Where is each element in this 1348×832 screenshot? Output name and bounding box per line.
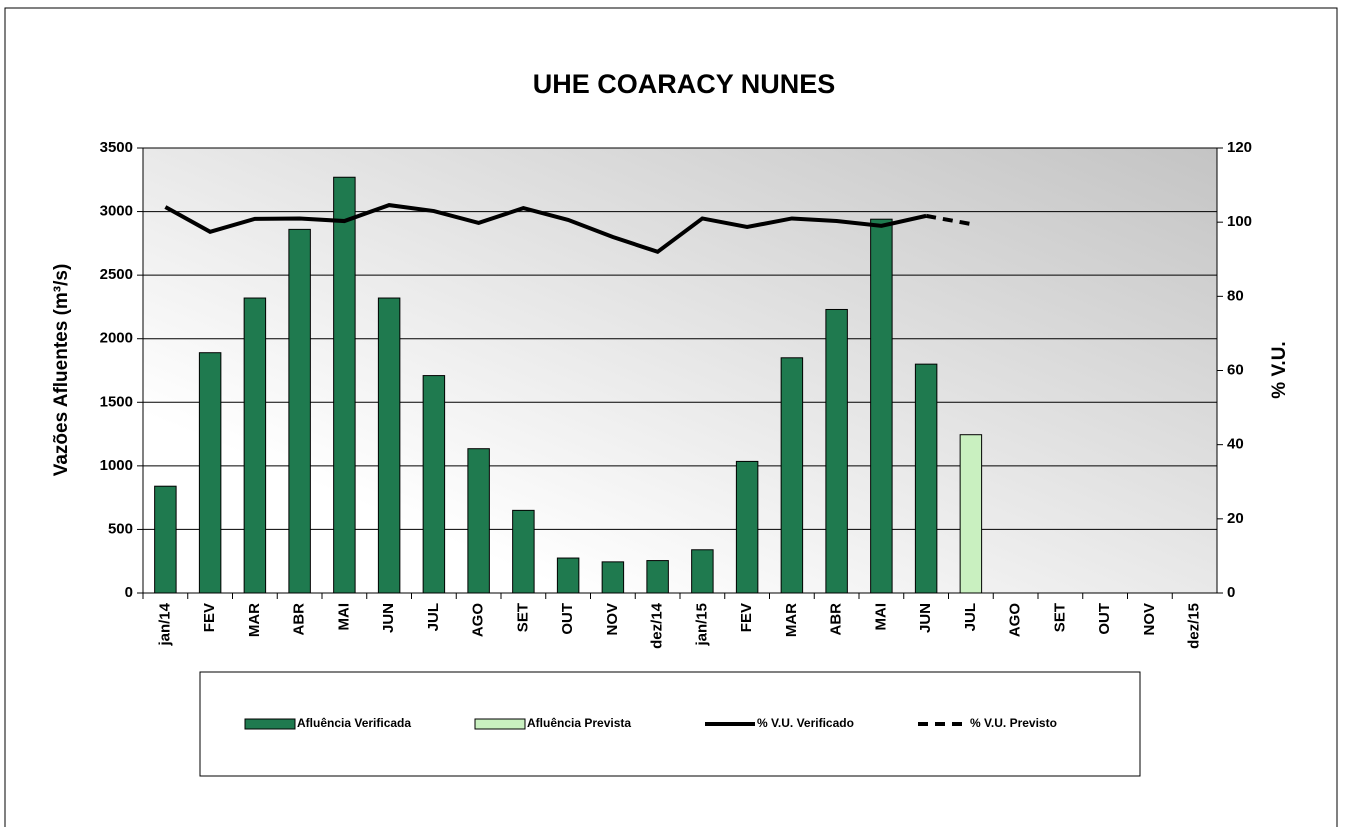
legend-label: Afluência Prevista [527, 716, 631, 730]
bar [825, 308, 848, 594]
y-tick-label: 2000 [100, 330, 133, 347]
x-tick-label: SET [1051, 603, 1068, 632]
bar [959, 434, 983, 594]
x-tick-label: SET [514, 603, 531, 632]
bar [154, 485, 177, 594]
y-axis-label: Vazões Afluentes (m³/s) [51, 264, 72, 477]
x-tick-label: FEV [738, 603, 755, 632]
y2-axis-label: % V.U. [1269, 341, 1290, 398]
x-tick-label: JUL [425, 603, 442, 631]
bar [243, 297, 267, 594]
x-tick-label: OUT [559, 603, 576, 635]
x-tick-label: dez/15 [1186, 603, 1203, 649]
x-tick-label: JUL [962, 603, 979, 631]
line [925, 213, 972, 226]
line [164, 203, 927, 255]
legend-label: Afluência Verificada [297, 716, 411, 730]
legend-label: % V.U. Previsto [970, 716, 1057, 730]
x-tick-label: AGO [1007, 603, 1024, 638]
bar [377, 297, 401, 594]
x-tick-label: FEV [201, 603, 218, 632]
y-tick-label: 500 [108, 520, 133, 537]
bar [691, 549, 714, 594]
bar [467, 448, 490, 594]
bar [735, 460, 759, 594]
bar [646, 560, 669, 594]
y2-tick-label: 80 [1227, 287, 1244, 304]
x-tick-label: MAI [872, 603, 889, 631]
bar [333, 176, 356, 594]
y2-tick-label: 100 [1227, 213, 1252, 230]
bar [601, 561, 625, 594]
legend-swatch [244, 718, 296, 730]
y-tick-label: 1000 [100, 457, 133, 474]
bar [780, 357, 804, 594]
bar [914, 363, 938, 594]
bar [512, 509, 535, 594]
bar [198, 352, 222, 594]
plot-area [143, 148, 1217, 593]
bar [288, 228, 311, 594]
y-tick-label: 1500 [100, 393, 133, 410]
legend-box [199, 671, 1141, 777]
chart-title: UHE COARACY NUNES [533, 69, 836, 99]
legend-swatch [474, 718, 526, 730]
x-tick-label: dez/14 [649, 602, 666, 649]
legend-label: % V.U. Verificado [757, 716, 854, 730]
x-tick-label: jan/14 [156, 602, 173, 646]
y-tick-label: 0 [125, 584, 133, 601]
x-tick-label: MAI [335, 603, 352, 631]
y-tick-label: 3000 [100, 203, 133, 220]
x-tick-label: NOV [604, 603, 621, 636]
x-tick-label: ABR [828, 603, 845, 636]
y-tick-label: 2500 [100, 266, 133, 283]
bar [556, 557, 580, 594]
y2-tick-label: 20 [1227, 510, 1244, 527]
y-tick-label: 3500 [100, 139, 133, 156]
x-tick-label: jan/15 [693, 603, 710, 647]
x-tick-label: ABR [291, 603, 308, 636]
x-tick-label: JUN [380, 603, 397, 633]
x-tick-label: MAR [246, 603, 263, 637]
x-tick-label: JUN [917, 603, 934, 633]
x-tick-label: NOV [1141, 603, 1158, 636]
bar [422, 375, 446, 594]
bar [870, 218, 893, 594]
x-tick-label: OUT [1096, 603, 1113, 635]
y2-tick-label: 0 [1227, 584, 1235, 601]
x-tick-label: MAR [783, 603, 800, 637]
x-tick-label: AGO [470, 603, 487, 638]
y2-tick-label: 120 [1227, 139, 1252, 156]
y2-tick-label: 40 [1227, 436, 1244, 453]
y2-tick-label: 60 [1227, 361, 1244, 378]
